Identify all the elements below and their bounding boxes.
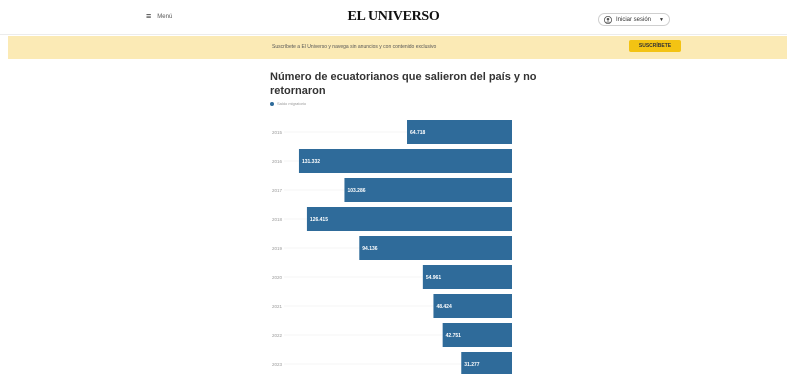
user-icon xyxy=(604,15,612,24)
bar[interactable] xyxy=(422,265,512,289)
bar[interactable] xyxy=(442,323,512,347)
subscription-banner: Suscríbete a El Universo y navega sin an… xyxy=(8,36,787,59)
menu-button[interactable]: ≡ Menú xyxy=(146,12,172,21)
y-tick-label: 2019 xyxy=(272,246,283,251)
hamburger-icon: ≡ xyxy=(146,11,152,21)
site-header: ≡ Menú EL UNIVERSO Iniciar sesión ▼ xyxy=(0,0,787,35)
legend-label: Saldo migratorio xyxy=(277,101,307,106)
bar[interactable] xyxy=(359,236,512,260)
site-logo[interactable]: EL UNIVERSO xyxy=(347,9,440,24)
bar-value-label: 31.277 xyxy=(464,362,480,368)
y-tick-label: 2016 xyxy=(272,159,283,164)
bar-value-label: 64.718 xyxy=(410,130,426,136)
bar-value-label: 103.286 xyxy=(347,188,365,194)
y-tick-label: 2021 xyxy=(272,304,283,309)
chevron-down-icon: ▼ xyxy=(659,16,664,23)
bar[interactable] xyxy=(298,149,512,173)
chart-legend: Saldo migratorio xyxy=(270,101,306,106)
account-button[interactable]: Iniciar sesión ▼ xyxy=(598,13,670,26)
account-label: Iniciar sesión xyxy=(616,16,652,23)
y-tick-label: 2022 xyxy=(272,333,283,338)
menu-label: Menú xyxy=(157,13,173,20)
legend-swatch xyxy=(270,101,274,106)
bar[interactable] xyxy=(461,352,512,374)
bar-value-label: 126.415 xyxy=(310,217,328,223)
bar[interactable] xyxy=(433,294,512,318)
banner-message: Suscríbete a El Universo y navega sin an… xyxy=(272,44,437,50)
bar[interactable] xyxy=(306,207,512,231)
bar-value-label: 94.136 xyxy=(362,246,378,252)
y-tick-label: 2023 xyxy=(272,362,283,367)
y-tick-label: 2015 xyxy=(272,130,283,135)
bar[interactable] xyxy=(407,120,512,144)
y-tick-label: 2020 xyxy=(272,275,283,280)
bar-value-label: 42.751 xyxy=(446,333,462,339)
chart-title: Número de ecuatorianos que salieron del … xyxy=(270,71,537,97)
bar-value-label: 48.424 xyxy=(436,304,452,310)
y-tick-label: 2017 xyxy=(272,188,283,193)
subscribe-button[interactable]: SUSCRÍBETE xyxy=(629,40,681,52)
y-tick-label: 2018 xyxy=(272,217,283,222)
bar-value-label: 54.961 xyxy=(426,275,442,281)
bar-value-label: 131.332 xyxy=(302,159,320,165)
bar-chart: 2015 64.718 2016 131.332 2017 103.286 2018 126.… xyxy=(272,120,512,374)
bar[interactable] xyxy=(344,178,512,202)
